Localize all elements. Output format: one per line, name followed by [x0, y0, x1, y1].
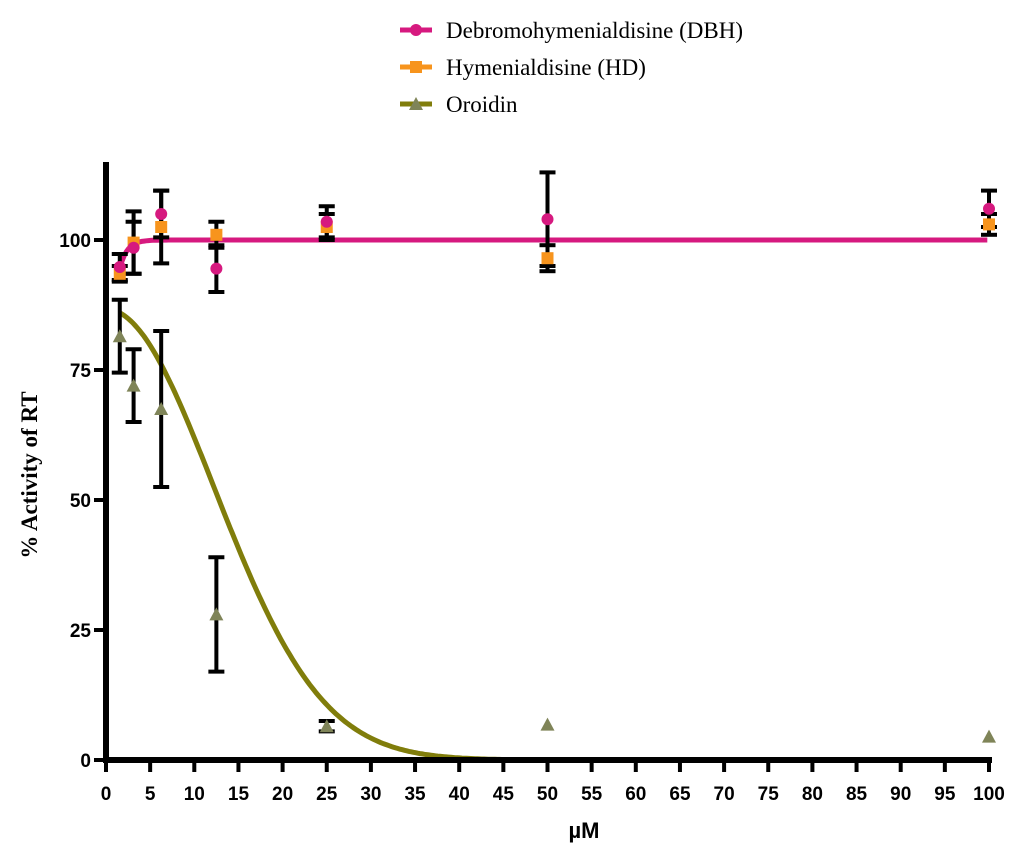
x-tick-label-95: 95 — [934, 784, 956, 805]
fit-line-0 — [117, 237, 988, 270]
y-tick-label-75: 75 — [70, 361, 92, 382]
y-axis-title: % Activity of RT — [17, 391, 42, 558]
marker-2-2 — [154, 402, 169, 415]
legend-label-1: Hymenialdisine (HD) — [446, 55, 646, 80]
x-tick-label-40: 40 — [449, 784, 470, 805]
marker-2-5 — [540, 717, 555, 731]
x-tick-label-35: 35 — [404, 784, 426, 805]
x-tick-label-30: 30 — [360, 784, 381, 805]
x-axis-title: µM — [568, 818, 599, 843]
x-tick-label-25: 25 — [316, 784, 338, 805]
marker-2-4 — [319, 719, 334, 733]
x-tick-label-70: 70 — [714, 784, 735, 805]
legend-label-2: Oroidin — [446, 92, 518, 117]
x-tick-label-5: 5 — [145, 784, 156, 805]
fit-line-2 — [118, 310, 988, 763]
marker-2-0 — [112, 329, 127, 343]
axes: 0 5 10 15 20 25 30 35 40 45 50 55 60 65 70 75 80 85 90 95 10… — [59, 162, 1005, 805]
data-markers — [112, 202, 996, 743]
y-tick-label-50: 50 — [70, 491, 91, 512]
marker-0-2 — [155, 208, 168, 220]
legend-marker-1 — [410, 61, 422, 73]
error-bars — [111, 170, 997, 734]
marker-0-1 — [127, 241, 140, 254]
y-tick-label-25: 25 — [70, 621, 92, 642]
marker-1-2 — [155, 221, 168, 233]
marker-0-5 — [541, 213, 554, 226]
fit-lines — [117, 237, 988, 763]
x-tick-label-90: 90 — [890, 784, 911, 805]
x-tick-label-20: 20 — [272, 784, 293, 805]
x-tick-label-65: 65 — [669, 784, 691, 805]
legend: Debromohymenialdisine (DBH) Hymenialdisin… — [400, 18, 743, 117]
marker-0-3 — [210, 262, 223, 275]
marker-0-6 — [983, 202, 995, 215]
x-tick-label-85: 85 — [846, 784, 868, 805]
marker-2-3 — [209, 607, 224, 621]
marker-1-3 — [210, 228, 223, 241]
x-tick-label-10: 10 — [184, 784, 205, 805]
marker-0-4 — [320, 215, 333, 228]
x-tick-label-75: 75 — [758, 784, 780, 805]
x-tick-label-55: 55 — [581, 784, 603, 805]
marker-2-6 — [982, 729, 996, 743]
x-tick-label-60: 60 — [625, 784, 646, 805]
marker-2-1 — [126, 378, 141, 392]
x-tick-label-15: 15 — [228, 784, 250, 805]
legend-marker-0 — [410, 24, 422, 36]
legend-label-0: Debromohymenialdisine (DBH) — [446, 18, 743, 43]
marker-0-0 — [113, 261, 126, 274]
legend-marker-2 — [409, 97, 423, 110]
x-tick-label-100: 100 — [973, 784, 1005, 805]
y-tick-label-100: 100 — [59, 231, 91, 252]
x-tick-label-45: 45 — [493, 784, 515, 805]
x-tick-label-80: 80 — [802, 784, 823, 805]
marker-1-5 — [541, 252, 554, 265]
x-tick-label-50: 50 — [537, 784, 558, 805]
marker-1-6 — [983, 218, 995, 231]
y-tick-label-0: 0 — [80, 751, 91, 772]
x-tick-label-0: 0 — [101, 784, 112, 805]
